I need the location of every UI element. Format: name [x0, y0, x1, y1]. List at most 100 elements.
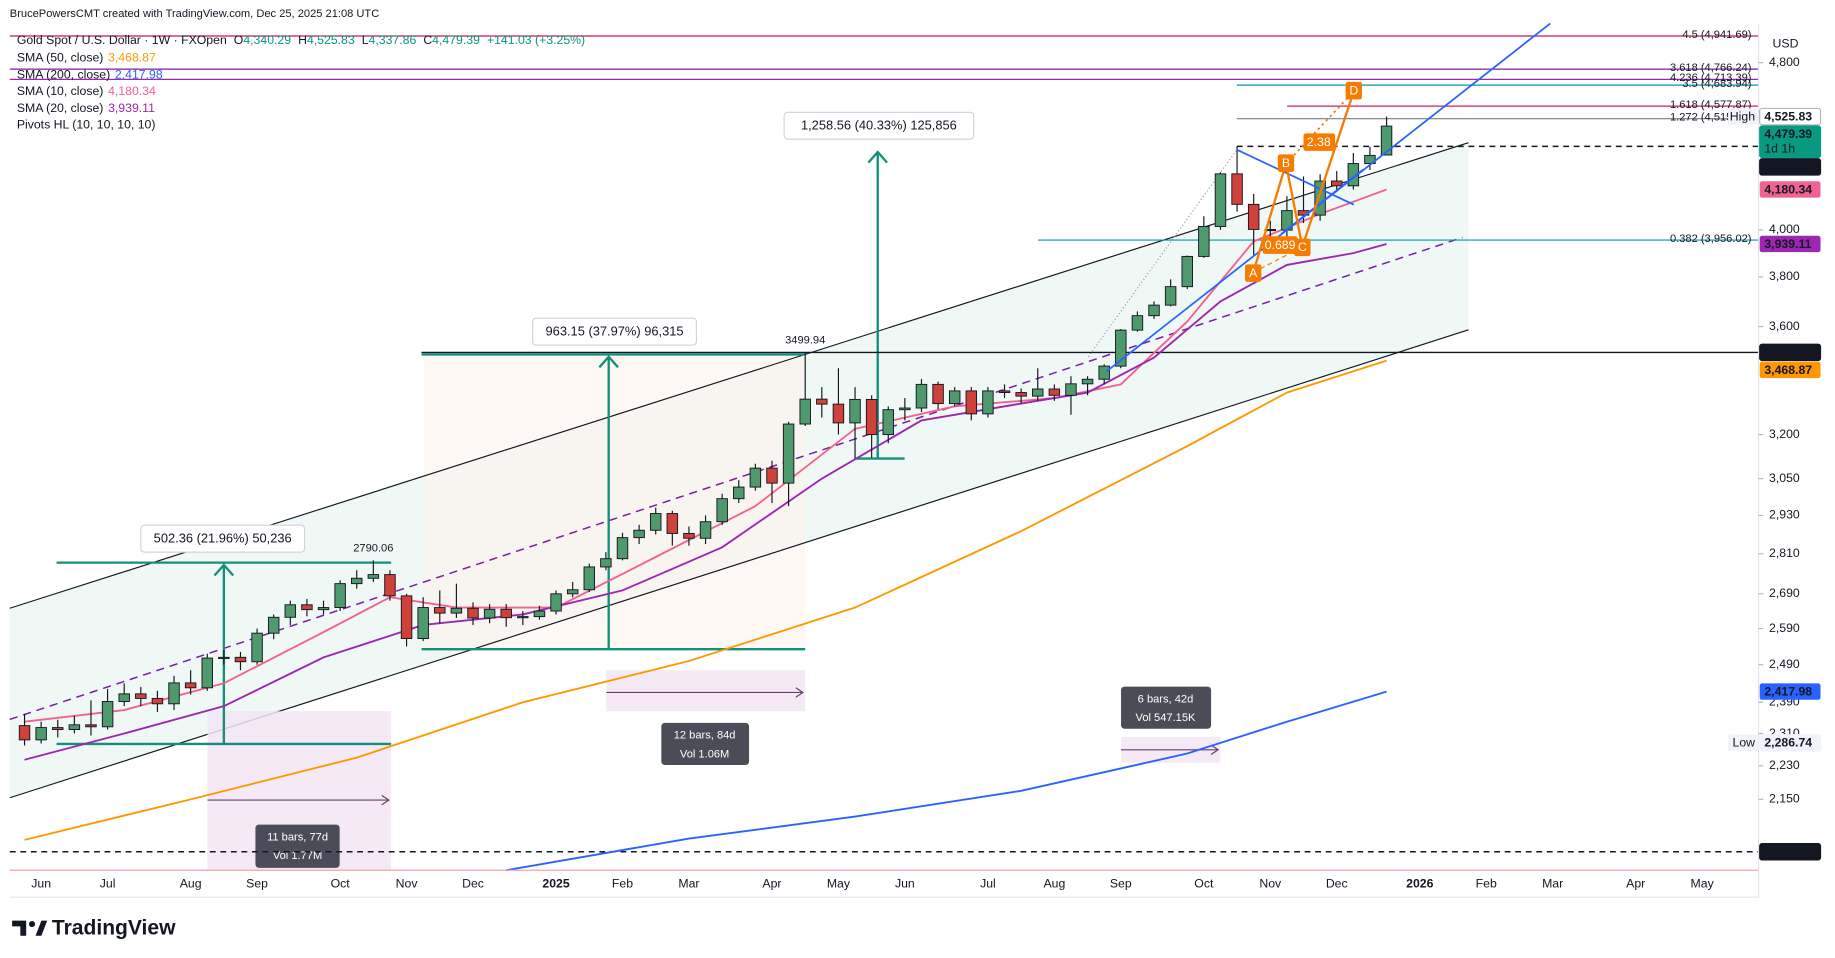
- candle-body: [766, 467, 778, 484]
- y-tick-label: 2,810: [1769, 546, 1800, 560]
- candle-body: [965, 390, 978, 415]
- pattern-point: D: [1349, 83, 1358, 97]
- pattern-abcd: [1252, 90, 1355, 273]
- candle-body: [417, 607, 429, 639]
- legend-entry: SMA (20, close) 3,939.11: [17, 101, 155, 115]
- price-label: 2,030.60: [1764, 845, 1812, 859]
- candle-body: [400, 595, 413, 639]
- x-tick-label: Oct: [1194, 877, 1214, 891]
- y-tick-label: 2,690: [1769, 586, 1800, 600]
- price-label-bg: [1759, 158, 1822, 176]
- candle-body: [1148, 304, 1160, 317]
- legend-name: SMA (200, close): [17, 68, 110, 82]
- price-label: 3,468.87: [1764, 363, 1812, 377]
- candle-body: [1032, 388, 1044, 397]
- candle-body: [816, 398, 828, 405]
- candle-body: [550, 593, 562, 612]
- trend-line: [1280, 168, 1364, 235]
- x-tick-label: Mar: [678, 877, 699, 891]
- y-tick-label: 3,200: [1769, 427, 1800, 441]
- x-tick-label: Jul: [100, 877, 116, 891]
- ohlc-value: 4,340.29: [243, 33, 291, 47]
- candle-body: [1098, 365, 1110, 380]
- sma-line: [24, 359, 1387, 841]
- y-tick-label: 2,930: [1769, 508, 1800, 522]
- ohlc-key: O: [234, 33, 244, 47]
- sma-line: [506, 690, 1387, 872]
- legend-value: 3,939.11: [108, 101, 155, 115]
- candle-body: [234, 656, 247, 663]
- price-label-bg: [1759, 235, 1821, 253]
- change: +141.03 (+3.25%): [487, 33, 585, 47]
- candle-body: [450, 607, 463, 614]
- candle-body: [749, 467, 762, 488]
- candle-body: [85, 724, 97, 728]
- candle-body: [500, 608, 512, 619]
- fib-label: 4.236 (4,713.39): [1670, 72, 1752, 84]
- indicator-title: Pivots HL (10, 10, 10, 10): [17, 117, 156, 131]
- legend-name: SMA (10, close): [17, 84, 104, 98]
- range-bars: 6 bars, 42d: [1138, 693, 1194, 705]
- candle-body: [649, 513, 662, 531]
- ohlc-value: 4,525.83: [307, 33, 355, 47]
- candle-body: [533, 610, 546, 618]
- price-label-bg: [1759, 107, 1822, 126]
- price-label: 4,180.34: [1764, 182, 1812, 196]
- logo: TradingView: [12, 916, 176, 939]
- candle-body: [18, 725, 31, 741]
- range-volume: Vol 547.15K: [1136, 712, 1197, 724]
- candle-body: [201, 657, 213, 689]
- x-tick-label: Dec: [1326, 877, 1348, 891]
- x-tick-label: Apr: [762, 877, 781, 891]
- candle-body: [982, 390, 994, 415]
- range-bars: 11 bars, 77d: [267, 831, 328, 843]
- candle-body: [1048, 388, 1061, 396]
- range-box: 12 bars, 84d Vol 1.06M: [661, 722, 750, 765]
- x-tick-label: Jul: [980, 877, 996, 891]
- y-tick-label: 2,230: [1769, 758, 1800, 772]
- range-box-bg: [661, 722, 750, 765]
- range-shade: [606, 670, 806, 712]
- data-layer: 4.5 (4,941.69) 3.618 (4,766.24)4.236 (4,7…: [9, 29, 1759, 872]
- x-tick-label: Nov: [1259, 877, 1282, 891]
- y-tick-label: 4,000: [1769, 222, 1800, 236]
- x-tick-label: Aug: [1043, 877, 1065, 891]
- measure-shade: [423, 354, 806, 650]
- legend-value: 3,468.87: [108, 51, 156, 65]
- ohlc-key: H: [298, 33, 307, 47]
- axis-layer: 4,800 4,000 3,800 3,600 3,200 3,050 2,930 2,810…: [31, 55, 1822, 891]
- candle-body: [998, 390, 1011, 394]
- candle-body: [1131, 315, 1144, 331]
- price-tag: Low: [1733, 736, 1756, 750]
- price-label-bg: [1759, 734, 1822, 752]
- pattern-labels: A B C D 2.38 0.689: [1245, 81, 1362, 282]
- pattern-point-bg: [1245, 264, 1262, 282]
- fib-label: 0.382 (3,956.02): [1670, 233, 1752, 245]
- candle-body: [251, 632, 263, 663]
- candle-body: [334, 583, 346, 609]
- y-tick-label: 2,590: [1769, 621, 1800, 635]
- legend-value: 4,180.34: [108, 84, 156, 98]
- candle-body: [1247, 203, 1260, 230]
- pattern-point: B: [1282, 156, 1290, 170]
- candle-body: [782, 423, 795, 484]
- candle-body: [600, 558, 612, 568]
- candle-body: [1231, 173, 1243, 205]
- legend-value: 2,417.98: [115, 68, 163, 82]
- pattern-ratio: 0.689: [1265, 238, 1296, 252]
- candle-body: [317, 607, 330, 611]
- pattern-ratio-bg: [1303, 133, 1336, 151]
- candle-body: [118, 693, 130, 702]
- candle-body: [716, 498, 728, 523]
- sma-line: [24, 243, 1387, 761]
- x-tick-label: May: [827, 877, 851, 891]
- measure-arrow-head: [867, 150, 888, 164]
- fib-label: 3.5 (4,683.94): [1682, 78, 1751, 90]
- price-tag-bg: [1728, 734, 1759, 751]
- candle-body: [832, 403, 845, 424]
- candle-body: [267, 616, 280, 634]
- x-tick-label: Dec: [462, 877, 484, 891]
- x-tick-label: Jun: [895, 877, 915, 891]
- measure-box: [783, 111, 975, 140]
